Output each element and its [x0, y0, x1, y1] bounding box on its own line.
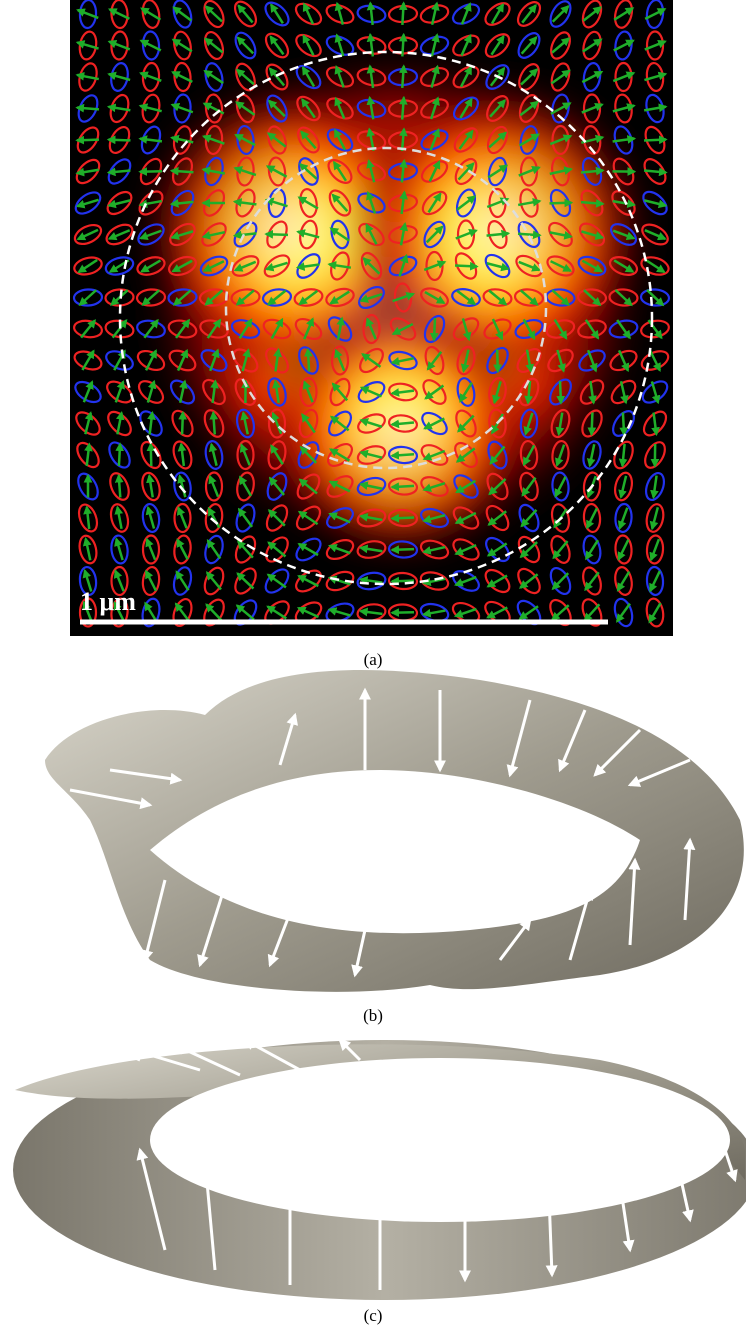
figure: 1 μm (a) (b) (c) — [0, 0, 746, 1332]
spin-arrow — [308, 350, 309, 372]
caption-a: (a) — [0, 650, 746, 670]
spin-arrow — [392, 454, 414, 455]
spin-arrow — [392, 486, 414, 487]
spin-arrow — [550, 203, 572, 204]
spin-arrow — [644, 139, 666, 140]
spin-arrow — [402, 35, 403, 57]
caption-c: (c) — [0, 1306, 746, 1326]
spin-arrow — [434, 318, 435, 340]
spin-arrow — [119, 444, 120, 466]
spin-arrow — [392, 518, 414, 519]
spin-arrow — [266, 234, 288, 235]
spin-arrow — [402, 98, 404, 120]
spin-arrow — [109, 140, 131, 141]
spin-arrow — [392, 549, 414, 550]
spin-arrow — [70, 1030, 140, 1060]
spin-arrow — [77, 140, 99, 141]
spin-arrow — [518, 234, 540, 236]
spin-arrow — [497, 350, 498, 372]
spin-arrow — [455, 265, 477, 266]
spin-arrow — [119, 476, 121, 498]
spin-arrow — [623, 413, 624, 435]
caption-b: (b) — [0, 1006, 746, 1026]
spin-arrow — [592, 413, 593, 435]
spin-arrow — [213, 413, 215, 435]
panel-a: 1 μm — [70, 0, 673, 636]
spin-arrow — [151, 444, 152, 466]
spin-arrow — [182, 413, 183, 435]
strip-hole — [150, 1058, 730, 1222]
spin-arrow — [402, 3, 403, 25]
spin-arrow — [560, 381, 561, 403]
panel-c — [13, 1030, 746, 1300]
spin-arrow — [172, 171, 194, 173]
spin-arrow — [392, 581, 414, 582]
panel-b — [45, 670, 744, 992]
spin-arrow — [402, 66, 403, 88]
spin-arrow — [392, 612, 414, 613]
scale-bar-label: 1 μm — [80, 587, 136, 616]
